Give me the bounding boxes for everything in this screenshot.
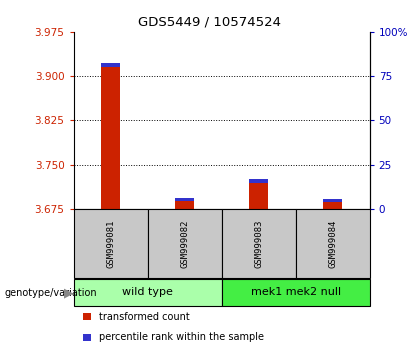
Bar [83,333,92,341]
Bar [323,199,342,202]
Bar [323,202,342,209]
Bar [175,198,194,201]
Bar [83,313,92,320]
Text: genotype/variation: genotype/variation [4,288,97,298]
Text: transformed count: transformed count [99,312,189,322]
Bar [222,279,370,306]
Bar [175,201,194,209]
Text: wild type: wild type [122,287,173,297]
Bar [74,279,222,306]
Bar [101,63,120,67]
Bar [222,209,296,278]
Text: GSM999081: GSM999081 [106,219,115,268]
Text: percentile rank within the sample: percentile rank within the sample [99,332,264,342]
Bar [249,183,268,209]
Text: GSM999084: GSM999084 [328,219,337,268]
Bar [101,67,120,209]
Bar [296,209,370,278]
Text: GSM999083: GSM999083 [254,219,263,268]
Text: GDS5449 / 10574524: GDS5449 / 10574524 [139,16,281,29]
Bar [147,209,222,278]
Text: ▶: ▶ [64,287,73,299]
Bar [249,179,268,183]
Text: GSM999082: GSM999082 [180,219,189,268]
Text: mek1 mek2 null: mek1 mek2 null [250,287,341,297]
Bar [74,209,147,278]
